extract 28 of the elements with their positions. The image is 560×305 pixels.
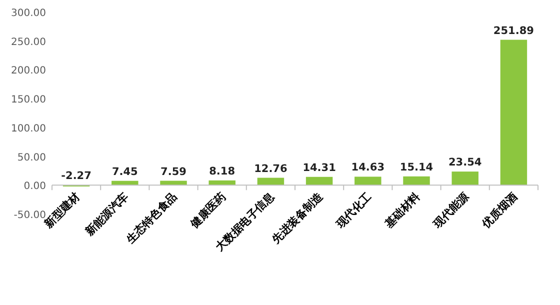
y-tick-label: 200.00 [11,66,46,77]
data-label: 12.76 [254,162,288,175]
bar [403,176,430,186]
data-label: 23.54 [448,156,482,169]
data-label: 7.45 [112,166,138,178]
y-tick-label: 300.00 [11,8,46,19]
bar [306,176,333,186]
y-tick-label: -50.00 [14,210,46,221]
bar [452,172,478,186]
y-tick-label: 250.00 [11,36,46,48]
x-tick-label: 基础材料 [382,190,423,232]
y-tick-label: 150.00 [11,94,46,106]
data-label: -2.27 [61,170,92,182]
x-tick-label: 优质烟酒 [478,190,520,232]
y-tick-label: 100.00 [11,123,46,134]
data-label: 14.31 [302,162,336,174]
data-label: 8.18 [209,165,236,178]
data-label: 15.14 [400,161,434,174]
data-label: 251.89 [493,24,534,37]
y-tick-label: 0.00 [24,181,46,192]
data-label: 7.59 [160,166,186,178]
x-tick-label: 健康医药 [187,190,228,232]
bar [500,40,528,186]
bar [354,176,382,186]
y-tick-label: 50.00 [17,152,46,164]
x-tick-label: 现代能源 [430,189,472,232]
data-label: 14.63 [351,162,385,174]
x-tick-label: 现代化工 [333,190,374,232]
